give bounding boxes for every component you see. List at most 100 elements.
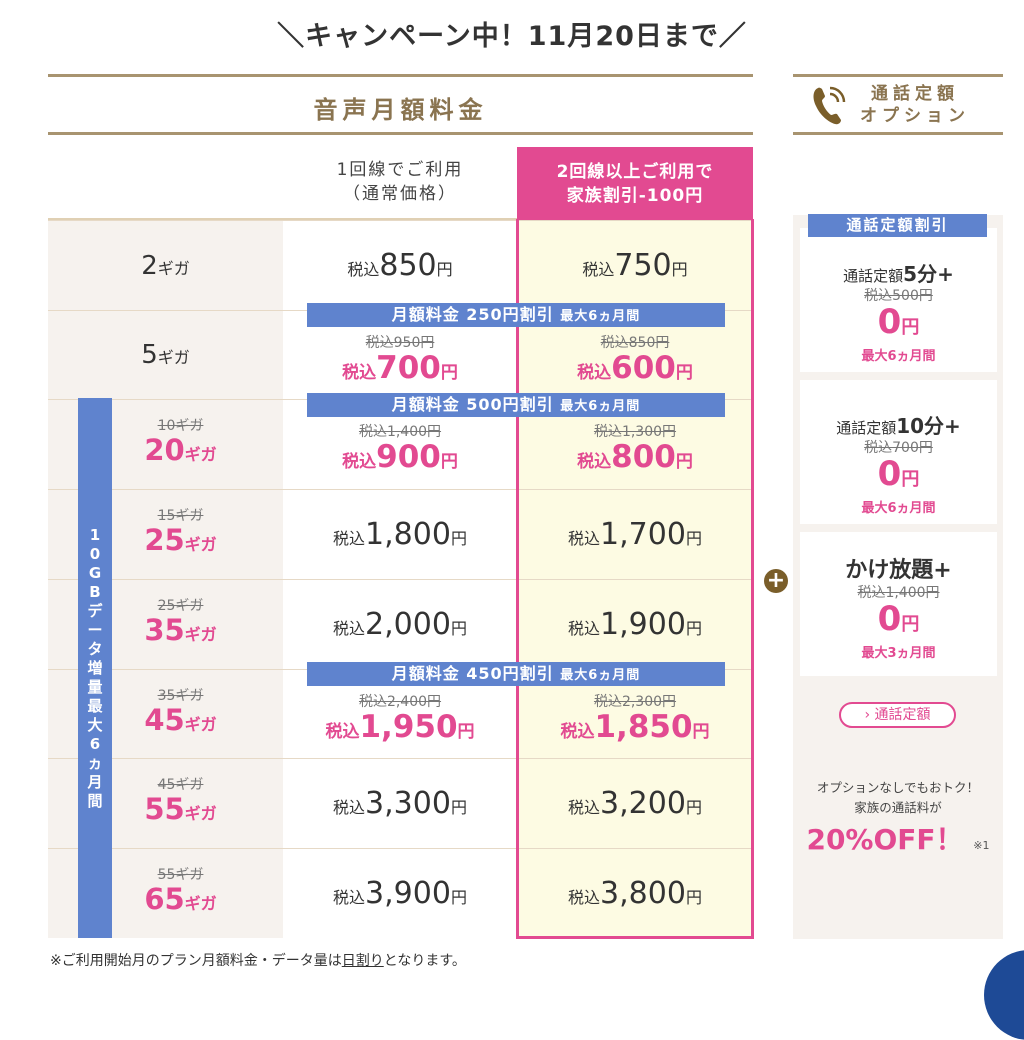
price-value: 2,000 [365,606,451,642]
yen-unit: 円 [450,529,467,549]
price-value: 700 [376,349,441,386]
option-header-line1: 通話定額 [871,84,959,104]
divider [48,132,753,135]
tax-label: 税込 [577,452,612,473]
option-title: 10分+ [896,414,961,438]
price-value: 0 [877,599,902,639]
discount-text: 20%OFF！ [806,823,964,856]
price-cell-family: 税込750円 [517,221,753,310]
price-text: 税込1,900円 [568,607,702,642]
option-discount-tag: 通話定額割引 [808,214,987,237]
campaign-banner: ＼キャンペーン中！11月20日まで／ [277,21,747,52]
data-amount: 55ギガ [144,793,216,830]
column-header-single: 1回線でご利用 （通常価格） [283,158,517,206]
footnote-mark: ※1 [973,839,990,852]
discounted-price: 税込900円 [342,440,458,479]
yen-unit: 円 [685,887,702,907]
data-value: 25 [144,523,185,558]
data-unit: ギガ [184,804,217,824]
yen-unit: 円 [675,452,693,473]
divider [48,218,517,221]
option-prefix: 通話定額 [843,267,904,285]
price-cell-family: 税込1,700円 [517,490,753,580]
column-header-line: 家族割引-100円 [566,186,704,206]
note-line: オプションなしでもおトク！ [816,780,980,795]
old-price: 税込2,400円 [358,693,442,710]
option-old-price: 税込500円 [864,288,933,304]
price-value: 900 [376,439,441,476]
tax-label: 税込 [333,618,366,638]
price: 税込1,300円 税込800円 [517,400,753,489]
price-cell-family: 税込3,200円 [517,759,753,849]
footer-text: ※ご利用開始月のプラン月額料金・データ量は [50,953,342,969]
price-cell-single: 税込2,000円 [283,579,517,669]
plan-data: 55ギガ 65ギガ [48,849,283,938]
option-name: かけ放題+ [800,552,997,584]
table-row: 25ギガ 35ギガ 税込2,000円 税込1,900円 [48,578,753,669]
table-row: 15ギガ 25ギガ 税込1,800円 税込1,700円 [48,489,753,580]
old-data-amount: 35ギガ [157,687,204,704]
price: 税込1,400円 税込900円 [283,400,517,489]
family-call-discount: 20%OFF！ ※1 [795,818,1001,858]
price-value: 1,800 [365,517,451,553]
divider [48,74,753,77]
data-unit: ギガ [184,535,217,555]
option-old-price: 税込1,400円 [857,585,940,601]
option-header-line2: オプション [860,106,970,126]
data-value: 35 [144,612,185,647]
price: 税込850円 [283,221,517,310]
data-amount: 65ギガ [144,883,216,920]
old-data-amount: 25ギガ [157,597,204,614]
discounted-price: 税込1,950円 [325,710,474,749]
data-amount: 35ギガ [144,614,216,651]
price: 税込2,000円 [283,580,517,669]
section-title: 音声月額料金 [313,96,488,124]
plan-cell: 5ギガ [48,310,283,400]
price-cell-single: 税込1,800円 [283,490,517,580]
option-prefix: 通話定額 [836,419,897,437]
prorate-link[interactable]: 日割り [341,953,384,969]
old-price: 税込2,300円 [593,693,677,710]
price-text: 税込3,900円 [333,876,467,911]
price: 税込1,900円 [517,580,753,669]
data-unit: ギガ [157,258,190,278]
yen-unit: 円 [440,362,458,383]
plan-data: 5ギガ [48,311,283,400]
data-value: 2 [141,250,158,281]
price-value: 0 [877,454,902,494]
tax-label: 税込 [577,362,612,383]
floating-button[interactable] [984,950,1024,1040]
plan-data: 45ギガ 55ギガ [48,759,283,848]
footer-text: となります。 [383,953,466,969]
option-card: 通話定額5分+ 税込500円 0円 最大6ヵ月間 [800,228,997,372]
yen-unit: 円 [685,798,702,818]
old-data-amount: 45ギガ [157,777,204,794]
discounted-price: 税込600円 [577,351,693,390]
column-header-line: （通常価格） [343,184,457,204]
price-cell-single: 税込3,900円 [283,848,517,938]
option-period: 最大6ヵ月間 [861,501,936,516]
price: 税込3,300円 [283,759,517,848]
option-note: オプションなしでもおトク！ 家族の通話料が [795,778,1001,818]
plan-data: 35ギガ 45ギガ [48,670,283,759]
price: 税込3,800円 [517,849,753,938]
yen-unit: 円 [450,618,467,638]
divider [793,132,1003,135]
note-line: 家族の通話料が [854,800,942,815]
yen-unit: 円 [901,317,920,338]
data-amount: 45ギガ [144,704,216,741]
price-value: 1,700 [600,517,686,553]
tax-label: 税込 [333,798,366,818]
call-option-link-button[interactable]: › 通話定額 [839,702,956,728]
table-row: 55ギガ 65ギガ 税込3,900円 税込3,800円 [48,847,753,938]
family-column-highlight [516,219,754,939]
price-text: 税込3,200円 [568,786,702,821]
discount-banner: 月額料金 250円割引 最大6ヵ月間 [307,303,725,327]
option-card: 通話定額10分+ 税込700円 0円 最大6ヵ月間 [800,380,997,524]
yen-unit: 円 [450,798,467,818]
data-boost-label: 10GBデータ増量 最大6ヵ月間 [78,398,112,938]
data-unit: ギガ [184,624,217,644]
banner-main: 月額料金 250円割引 [391,305,561,324]
option-price: 0円 [800,457,997,497]
price-text: 税込3,300円 [333,786,467,821]
